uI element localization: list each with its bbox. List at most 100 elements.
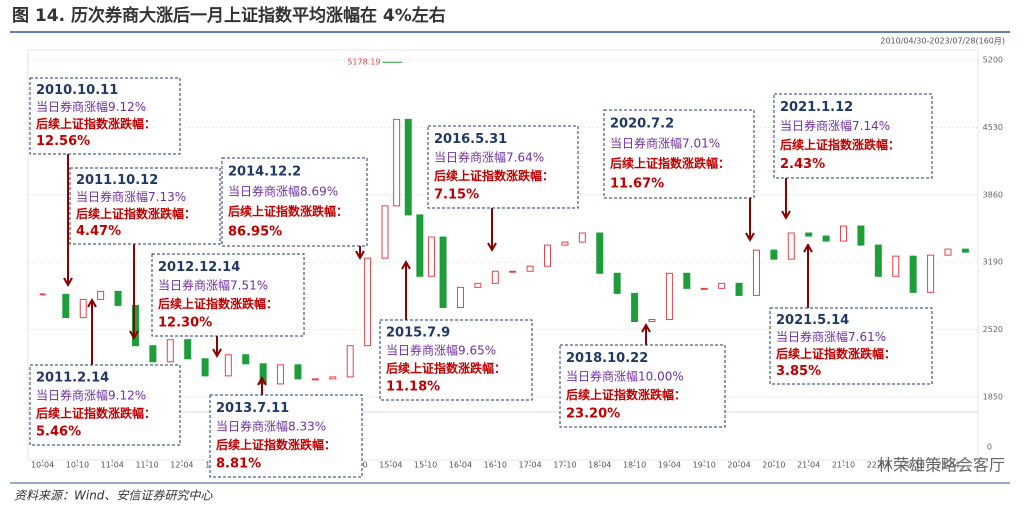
candle bbox=[892, 255, 900, 277]
annotation-label: 后续上证指数涨跌幅： bbox=[434, 168, 554, 183]
candle bbox=[857, 225, 865, 246]
candle bbox=[909, 255, 917, 293]
arrow-head bbox=[803, 242, 813, 253]
x-tick-label: 12-04 bbox=[170, 461, 193, 470]
x-tick-label: 15-04 bbox=[379, 461, 402, 470]
annotation-broker: 当日券商涨幅10.00% bbox=[566, 368, 684, 383]
candle bbox=[474, 282, 482, 288]
candle bbox=[311, 378, 319, 381]
arrow-head bbox=[745, 232, 755, 243]
candle bbox=[822, 235, 830, 242]
annotation-change: 4.47% bbox=[76, 224, 121, 239]
annotation-date: 2011.10.12 bbox=[76, 173, 158, 188]
annotation-change: 7.15% bbox=[434, 187, 479, 202]
annotation-date: 2010.10.11 bbox=[36, 83, 118, 98]
annotation-label: 后续上证指数涨跌幅： bbox=[216, 437, 336, 452]
candle bbox=[149, 345, 157, 363]
annotation-broker: 当日券商涨幅7.51% bbox=[158, 277, 268, 292]
annotation-box bbox=[773, 93, 933, 179]
y-tick-label: 3860 bbox=[983, 190, 1003, 199]
candle bbox=[97, 290, 105, 300]
candle bbox=[840, 225, 848, 242]
annotation-label: 后续上证指数涨跌幅： bbox=[776, 346, 896, 361]
annotation-date: 2021.1.12 bbox=[780, 100, 853, 115]
arrow-head bbox=[257, 375, 267, 386]
candle bbox=[648, 319, 656, 323]
y-tick-label: 3190 bbox=[983, 258, 1003, 267]
candle bbox=[294, 364, 302, 380]
annotation-broker: 当日券商涨幅7.01% bbox=[610, 136, 720, 151]
arrow-head bbox=[401, 259, 411, 270]
annotation-broker: 当日券商涨幅7.13% bbox=[76, 189, 186, 204]
annotation-change: 5.46% bbox=[36, 425, 81, 440]
y-tick-label: 5200 bbox=[983, 56, 1003, 65]
candle bbox=[631, 292, 639, 323]
annotation-label: 后续上证指数涨跌幅： bbox=[610, 156, 730, 171]
annotation-box bbox=[29, 364, 181, 446]
annotation-broker: 当日券商涨幅7.64% bbox=[434, 149, 544, 164]
watermark: 林荣雄策略会客厅 bbox=[877, 456, 1005, 475]
annotation-box bbox=[69, 167, 221, 245]
x-tick-label: 18-04 bbox=[588, 461, 611, 470]
candle bbox=[456, 286, 464, 308]
annotation-change: 23.20% bbox=[566, 406, 620, 421]
annotation-change: 8.81% bbox=[216, 456, 261, 471]
candle bbox=[700, 287, 708, 290]
annotation-broker: 当日券商涨幅7.14% bbox=[780, 118, 890, 133]
x-tick-label: 16-10 bbox=[484, 461, 507, 470]
y-tick-label: 2520 bbox=[983, 325, 1003, 334]
x-tick-label: 21-04 bbox=[797, 461, 820, 470]
annotation-change: 12.30% bbox=[158, 315, 212, 330]
candle bbox=[665, 272, 673, 321]
candle bbox=[578, 232, 586, 243]
candle bbox=[416, 214, 424, 277]
annotation-date: 2020.7.2 bbox=[610, 117, 674, 132]
candle bbox=[346, 345, 354, 378]
annotation-label: 后续上证指数涨跌幅： bbox=[36, 406, 156, 421]
annotation-date: 2015.7.9 bbox=[386, 326, 450, 341]
arrow-head bbox=[87, 297, 97, 308]
chart-title: 图 14. 历次券商大涨后一月上证指数平均涨幅在 4%左右 bbox=[12, 5, 446, 26]
candle bbox=[526, 265, 534, 272]
annotation-change: 2.43% bbox=[780, 157, 825, 172]
candle bbox=[613, 272, 621, 294]
annotation-label: 后续上证指数涨跌幅： bbox=[780, 137, 900, 152]
candle bbox=[114, 290, 122, 306]
annotation-change: 11.18% bbox=[386, 380, 440, 395]
annotation-change: 86.95% bbox=[228, 225, 282, 240]
candle bbox=[718, 282, 726, 289]
candle bbox=[561, 241, 569, 246]
annotation-change: 11.67% bbox=[610, 177, 664, 192]
x-tick-label: 16-04 bbox=[449, 461, 472, 470]
annotation-date: 2016.5.31 bbox=[434, 132, 507, 147]
arrow-head bbox=[641, 322, 651, 333]
x-tick-label: 17-04 bbox=[518, 461, 541, 470]
candle bbox=[491, 270, 499, 284]
annotation-date: 2011.2.14 bbox=[36, 371, 109, 386]
x-tick-label: 20-04 bbox=[727, 461, 750, 470]
x-tick-label: 19-04 bbox=[658, 461, 681, 470]
candle bbox=[79, 298, 87, 319]
annotation-date: 2012.12.14 bbox=[158, 260, 240, 275]
arrow-head bbox=[781, 210, 791, 221]
x-tick-label: 17-10 bbox=[553, 461, 576, 470]
volume-tick-label: 0 bbox=[987, 443, 992, 452]
x-tick-label: 18-10 bbox=[623, 461, 646, 470]
candle bbox=[364, 257, 372, 347]
candle bbox=[62, 293, 70, 319]
x-tick-label: 15-10 bbox=[414, 461, 437, 470]
candle bbox=[787, 232, 795, 260]
annotation-box bbox=[209, 394, 363, 478]
annotation-broker: 当日券商涨幅9.12% bbox=[36, 99, 146, 114]
annotation-label: 后续上证指数涨跌幅： bbox=[36, 116, 156, 131]
x-tick-label: 20-10 bbox=[762, 461, 785, 470]
annotation-box bbox=[603, 109, 755, 199]
candle bbox=[770, 249, 778, 260]
annotation-broker: 当日券商涨幅8.69% bbox=[228, 184, 338, 199]
candle bbox=[329, 376, 337, 380]
x-tick-label: 23-04 bbox=[936, 461, 959, 470]
candle bbox=[259, 363, 267, 385]
y-tick-label: 1850 bbox=[983, 393, 1003, 402]
annotation-broker: 当日券商涨幅8.33% bbox=[216, 418, 326, 433]
annotation-date: 2014.12.2 bbox=[228, 165, 301, 180]
